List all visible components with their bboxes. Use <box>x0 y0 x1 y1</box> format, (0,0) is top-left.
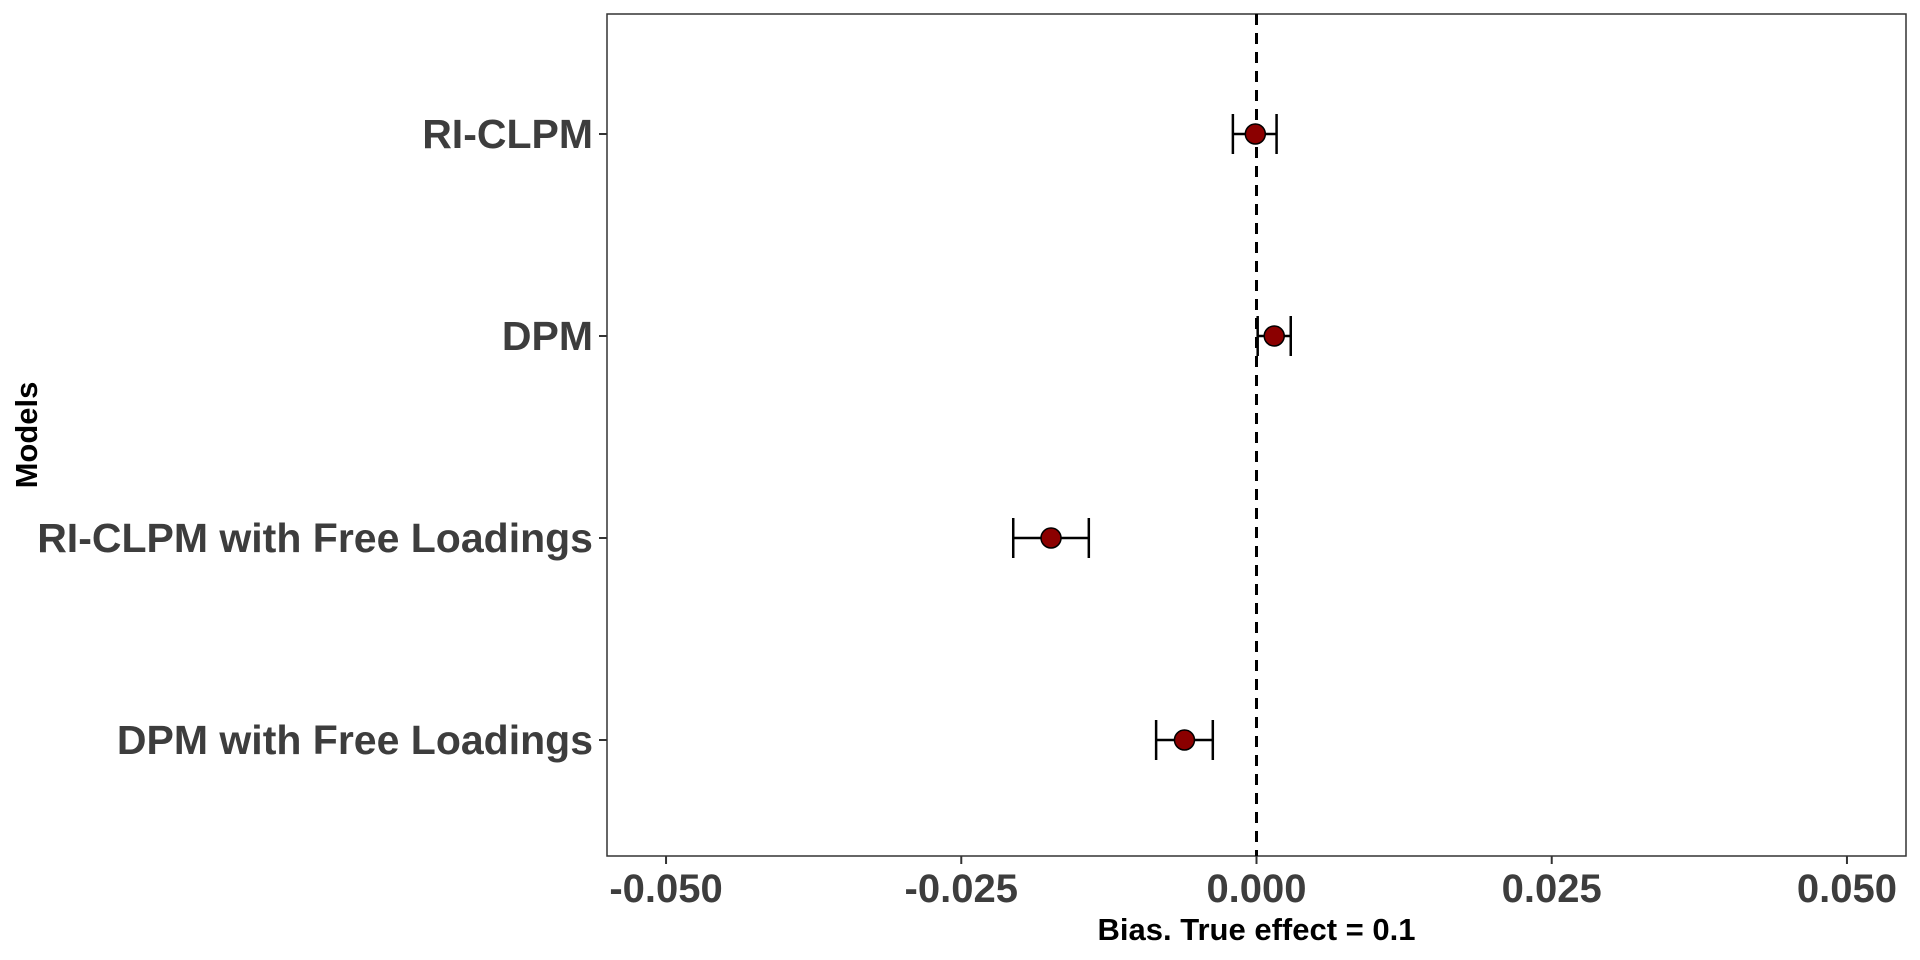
y-tick-label: RI-CLPM with Free Loadings <box>37 515 593 561</box>
y-tick-label: DPM <box>502 313 593 359</box>
estimate-point <box>1244 123 1267 145</box>
data-marks <box>1011 114 1292 760</box>
error-bar-group <box>1231 114 1278 154</box>
error-bar-group <box>1011 518 1091 558</box>
estimate-point <box>1040 527 1062 549</box>
y-tick-label: RI-CLPM <box>422 111 593 157</box>
x-tick-label: -0.050 <box>609 867 722 911</box>
x-tick-label: 0.000 <box>1206 867 1306 911</box>
x-tick-label: -0.025 <box>905 867 1018 911</box>
estimate-point <box>1173 729 1196 751</box>
x-tick-label: 0.050 <box>1797 867 1897 911</box>
x-axis: -0.050 -0.025 0.000 0.025 0.050 <box>609 856 1897 911</box>
error-bar-group <box>1256 316 1292 356</box>
x-axis-title: Bias. True effect = 0.1 <box>1098 912 1416 947</box>
x-tick-label: 0.025 <box>1502 867 1602 911</box>
estimate-point <box>1263 325 1285 347</box>
y-tick-label: DPM with Free Loadings <box>117 717 593 763</box>
y-axis-title: Models <box>9 382 44 489</box>
error-bar-group <box>1154 720 1215 760</box>
y-axis: RI-CLPM DPM RI-CLPM with Free Loadings DPM … <box>37 111 607 763</box>
